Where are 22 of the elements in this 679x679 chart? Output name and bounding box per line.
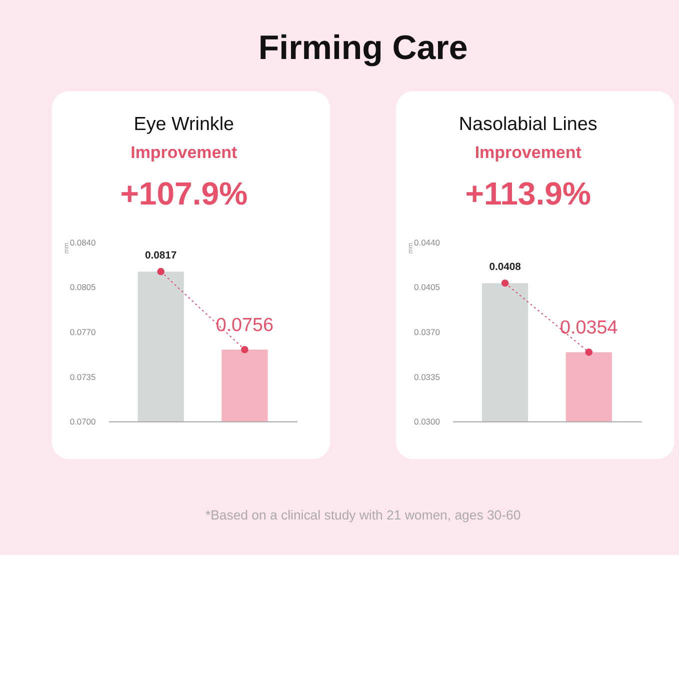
- y-tick-label: 0.0405: [414, 282, 440, 292]
- chart-title: Nasolabial Lines: [458, 112, 598, 134]
- data-label: 0.0756: [216, 314, 274, 335]
- chart-title: Eye Wrinkle: [134, 112, 234, 134]
- y-tick-label: 0.0440: [414, 237, 440, 248]
- y-tick-label: 0.0300: [414, 416, 440, 427]
- y-tick-label: 0.0370: [414, 327, 440, 338]
- text: Firming Care: [258, 29, 468, 68]
- text: +113.9%: [465, 175, 591, 212]
- data-label: 0.0354: [560, 316, 618, 338]
- text: *Based on a clinical study with 21 women, ages 30-60: [205, 507, 521, 522]
- y-tick-label: 0.0700: [70, 416, 96, 427]
- data-label: 0.0408: [489, 262, 522, 273]
- y-tick-label: 0.0840: [70, 237, 96, 248]
- data-label: 0.0817: [145, 250, 177, 262]
- y-tick-label: 0.0735: [70, 372, 96, 382]
- text: +107.9%: [120, 175, 248, 212]
- chart-subtitle: Improvement: [130, 143, 238, 162]
- chart-subtitle: Improvement: [474, 143, 582, 162]
- y-tick-label: 0.0335: [414, 372, 440, 382]
- y-tick-label: 0.0770: [70, 327, 96, 338]
- y-tick-label: 0.0805: [70, 282, 96, 292]
